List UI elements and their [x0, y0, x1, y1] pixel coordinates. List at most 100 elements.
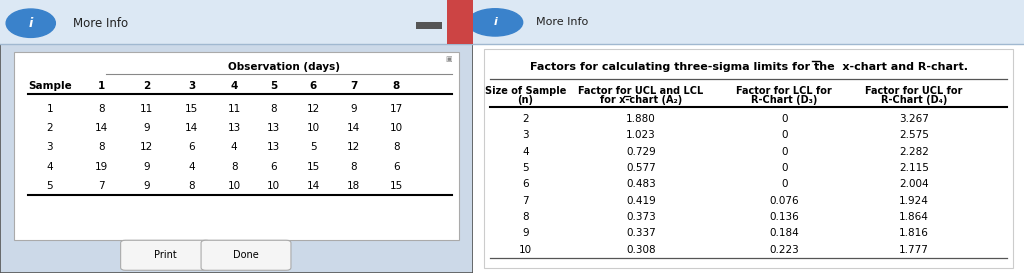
Text: 6: 6 [522, 179, 528, 189]
Text: 10: 10 [519, 245, 532, 255]
Text: 1.880: 1.880 [627, 114, 656, 124]
Text: 13: 13 [227, 123, 241, 133]
Text: 12: 12 [306, 104, 319, 114]
Text: 13: 13 [267, 123, 281, 133]
Text: for x-chart (A₂): for x-chart (A₂) [600, 95, 682, 105]
Text: 0.419: 0.419 [627, 196, 656, 206]
Text: 8: 8 [522, 212, 528, 222]
Text: Factor for UCL and LCL: Factor for UCL and LCL [579, 86, 703, 96]
Text: 8: 8 [393, 143, 399, 152]
Text: 1.864: 1.864 [899, 212, 929, 222]
Text: 0.184: 0.184 [769, 229, 799, 238]
Text: 8: 8 [270, 104, 276, 114]
Text: 18: 18 [347, 181, 360, 191]
Text: 1: 1 [46, 104, 53, 114]
Text: 0.223: 0.223 [769, 245, 799, 255]
Text: R-Chart (D₄): R-Chart (D₄) [881, 95, 947, 105]
Text: 1.023: 1.023 [627, 130, 656, 140]
Text: Done: Done [233, 250, 259, 260]
Text: 0: 0 [781, 163, 787, 173]
Text: Print: Print [155, 250, 177, 260]
Text: 8: 8 [230, 162, 238, 171]
Text: Factor for UCL for: Factor for UCL for [865, 86, 963, 96]
Text: 5: 5 [522, 163, 528, 173]
Bar [473, 0, 1024, 44]
Text: 8: 8 [98, 143, 105, 152]
Text: 7: 7 [350, 81, 357, 91]
Text: Observation (days): Observation (days) [228, 62, 340, 72]
Text: 1: 1 [98, 81, 105, 91]
Bar [447, 0, 473, 44]
Text: Factor for LCL for: Factor for LCL for [736, 86, 833, 96]
Text: 12: 12 [347, 143, 360, 152]
Circle shape [468, 9, 522, 36]
Text: 14: 14 [95, 123, 109, 133]
Text: 8: 8 [98, 104, 105, 114]
Text: 2: 2 [143, 81, 151, 91]
Text: 9: 9 [143, 181, 150, 191]
Text: 10: 10 [267, 181, 280, 191]
Text: 3: 3 [188, 81, 196, 91]
Text: 5: 5 [310, 143, 316, 152]
Text: 4: 4 [522, 147, 528, 156]
Text: 8: 8 [350, 162, 357, 171]
Text: 2.575: 2.575 [899, 130, 929, 140]
Text: 9: 9 [143, 162, 150, 171]
Text: 6: 6 [393, 162, 399, 171]
Text: 0.729: 0.729 [627, 147, 656, 156]
Bar [0, 0, 473, 44]
Text: i: i [29, 17, 33, 30]
Text: 0.577: 0.577 [627, 163, 656, 173]
Text: 0.076: 0.076 [770, 196, 799, 206]
Text: 4: 4 [188, 162, 195, 171]
Text: 10: 10 [306, 123, 319, 133]
Text: 1.924: 1.924 [899, 196, 929, 206]
Text: 9: 9 [350, 104, 357, 114]
Text: 11: 11 [227, 104, 241, 114]
Text: 1.816: 1.816 [899, 229, 929, 238]
FancyBboxPatch shape [201, 240, 291, 270]
Text: 9: 9 [522, 229, 528, 238]
Text: 2: 2 [522, 114, 528, 124]
Bar [14, 52, 459, 240]
Text: 15: 15 [306, 162, 319, 171]
Text: 6: 6 [309, 81, 316, 91]
Text: ▣: ▣ [445, 56, 452, 62]
Text: 0: 0 [781, 179, 787, 189]
Text: 1.777: 1.777 [899, 245, 929, 255]
Text: 4: 4 [230, 81, 238, 91]
Text: 0.136: 0.136 [769, 212, 799, 222]
Text: 7: 7 [98, 181, 105, 191]
Text: 2.004: 2.004 [899, 179, 929, 189]
Text: More Info: More Info [74, 17, 128, 30]
Text: 19: 19 [95, 162, 109, 171]
Text: 2.282: 2.282 [899, 147, 929, 156]
Text: 6: 6 [188, 143, 195, 152]
Text: 0.373: 0.373 [627, 212, 656, 222]
Circle shape [6, 9, 55, 37]
Text: 12: 12 [140, 143, 154, 152]
Text: (n): (n) [517, 95, 534, 105]
Text: 6: 6 [270, 162, 276, 171]
Text: 0: 0 [781, 114, 787, 124]
Bar [417, 22, 442, 29]
Text: 7: 7 [522, 196, 528, 206]
Text: 10: 10 [390, 123, 403, 133]
Text: i: i [494, 17, 497, 27]
Text: 8: 8 [393, 81, 400, 91]
Text: 10: 10 [227, 181, 241, 191]
Text: 13: 13 [267, 143, 281, 152]
Text: 15: 15 [185, 104, 199, 114]
Text: 0: 0 [781, 130, 787, 140]
Text: Sample: Sample [28, 81, 72, 91]
Text: Factors for calculating three-sigma limits for the  x-chart and R-chart.: Factors for calculating three-sigma limi… [529, 62, 968, 72]
Text: Size of Sample: Size of Sample [484, 86, 566, 96]
Text: 8: 8 [188, 181, 195, 191]
Text: 17: 17 [390, 104, 403, 114]
Text: 3.267: 3.267 [899, 114, 929, 124]
Text: 2: 2 [46, 123, 53, 133]
Text: 0.483: 0.483 [627, 179, 656, 189]
Bar [484, 49, 1013, 268]
Text: 14: 14 [185, 123, 199, 133]
Text: 0.308: 0.308 [627, 245, 656, 255]
